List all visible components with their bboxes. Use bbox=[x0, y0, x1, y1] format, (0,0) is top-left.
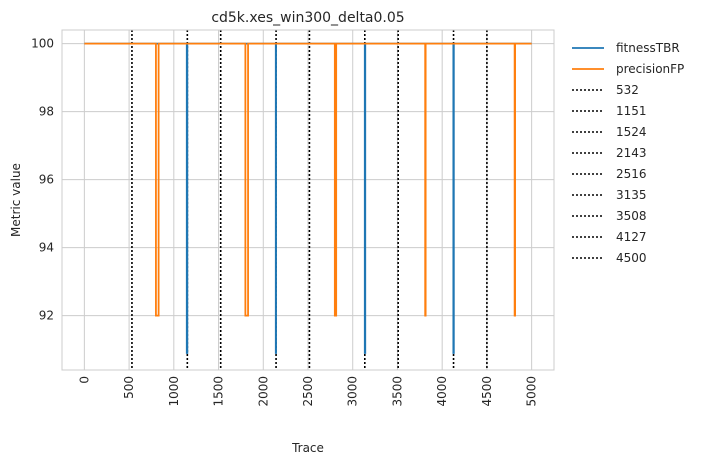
y-tick-label: 100 bbox=[31, 37, 54, 51]
legend-label: 2143 bbox=[616, 146, 647, 160]
x-tick-label: 4500 bbox=[480, 376, 494, 407]
series-lines bbox=[84, 42, 532, 354]
x-tick-label: 1000 bbox=[167, 376, 181, 407]
y-axis-ticks: 92 94 96 98 100 bbox=[31, 37, 54, 323]
legend-label: 2516 bbox=[616, 167, 647, 181]
legend-label: 4127 bbox=[616, 230, 647, 244]
legend-label: 3135 bbox=[616, 188, 647, 202]
legend-label: 3508 bbox=[616, 209, 647, 223]
y-axis-label: Metric value bbox=[9, 163, 23, 237]
x-tick-label: 4000 bbox=[435, 376, 449, 407]
x-tick-label: 0 bbox=[77, 376, 91, 384]
y-tick-label: 98 bbox=[39, 105, 54, 119]
x-tick-label: 5000 bbox=[525, 376, 539, 407]
legend-label: 532 bbox=[616, 83, 639, 97]
x-tick-label: 3500 bbox=[390, 376, 404, 407]
x-tick-label: 1500 bbox=[212, 376, 226, 407]
y-tick-label: 94 bbox=[39, 241, 54, 255]
x-tick-label: 2500 bbox=[301, 376, 315, 407]
y-tick-label: 92 bbox=[39, 309, 54, 323]
x-axis-label: Trace bbox=[291, 441, 324, 455]
legend-label: 4500 bbox=[616, 251, 647, 265]
legend-label: fitnessTBR bbox=[616, 41, 680, 55]
x-tick-label: 2000 bbox=[256, 376, 270, 407]
plot-frame bbox=[61, 29, 555, 371]
legend-label: precisionFP bbox=[616, 62, 684, 76]
chart-title: cd5k.xes_win300_delta0.05 bbox=[211, 10, 404, 26]
y-tick-label: 96 bbox=[39, 173, 54, 187]
legend-label: 1524 bbox=[616, 125, 647, 139]
x-axis-ticks: 0 500 1000 1500 2000 2500 3000 3500 4000 4500 5000 bbox=[77, 376, 538, 407]
x-tick-label: 500 bbox=[122, 376, 136, 399]
x-tick-label: 3000 bbox=[346, 376, 360, 407]
legend: fitnessTBR precisionFP 532 1151 1524 2143 2516… bbox=[572, 41, 684, 265]
legend-label: 1151 bbox=[616, 104, 647, 118]
series-precisionFP bbox=[84, 42, 532, 317]
